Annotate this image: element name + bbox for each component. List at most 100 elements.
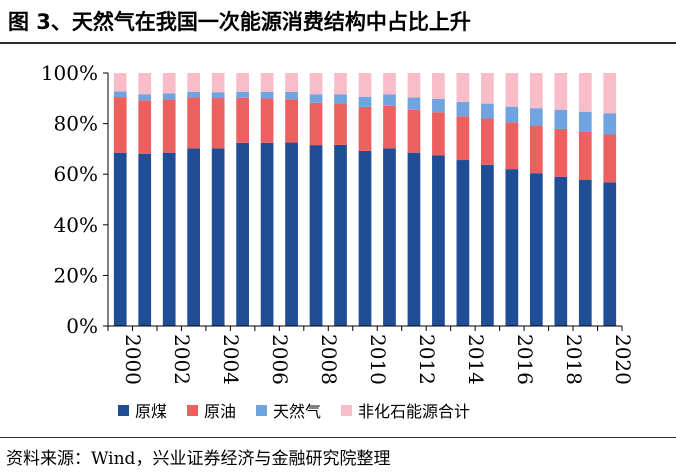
bar-segment [603, 134, 617, 183]
bar-segment [432, 98, 445, 113]
bar-segment [529, 173, 543, 326]
bar-segment [383, 148, 396, 326]
bar-segment [236, 73, 249, 92]
y-tick-label: 20% [54, 263, 98, 287]
bar-segment [334, 103, 347, 145]
bar-segment [505, 73, 519, 107]
legend-item-nonfossil: 非化石能源合计 [341, 398, 470, 422]
bar-segment [162, 99, 176, 153]
bar-segment [309, 145, 323, 326]
bar-segment [529, 125, 543, 174]
y-tick-label: 80% [54, 112, 98, 136]
bar-segment [407, 73, 421, 98]
bar-segment [211, 148, 225, 326]
bar-segment [138, 94, 152, 101]
bar-segment [309, 94, 323, 103]
x-tick-label: 2016 [513, 334, 537, 385]
bar-segment [603, 73, 617, 114]
bar-segment [358, 96, 372, 107]
bar-segment [138, 153, 152, 326]
bar-segment [285, 99, 298, 143]
bar-segment [578, 131, 592, 181]
bar-segment [211, 92, 225, 99]
bar-segment [211, 73, 225, 93]
bar-segment [187, 148, 201, 326]
y-tick-label: 100% [41, 61, 98, 85]
bar-segment [407, 152, 421, 326]
stacked-bar-chart: 0% 20% 40% 60% 80% 100% 2000 2002 2004 2006 2008 20… [41, 61, 635, 385]
bar-segment [334, 94, 347, 104]
y-tick-label: 40% [54, 213, 98, 237]
bar-segment [481, 118, 494, 165]
legend-label-gas: 天然气 [273, 402, 322, 421]
bar-segment [162, 73, 176, 94]
bar-segment [113, 73, 127, 92]
x-tick-label: 2010 [366, 334, 390, 385]
bar-segment [113, 152, 127, 326]
bar-segment [456, 160, 470, 326]
bar-segment [578, 111, 592, 132]
bar-segment [309, 73, 323, 95]
bar-segment [113, 91, 127, 98]
chart-legend: 原煤 原油 天然气 非化石能源合计 [118, 397, 490, 423]
bar-segment [285, 142, 298, 326]
legend-label-nonfossil: 非化石能源合计 [358, 402, 471, 421]
bar-segment [407, 109, 421, 153]
bar-segment [505, 106, 519, 123]
x-tick-label: 2008 [317, 334, 341, 385]
bar-segment [260, 142, 274, 326]
bar-segment [236, 97, 249, 143]
bar-segment [236, 91, 249, 98]
bar-segment [456, 73, 470, 102]
bar-segment [113, 97, 127, 153]
legend-item-gas: 天然气 [256, 398, 321, 422]
bar-segment [529, 73, 543, 109]
bar-segment [260, 91, 274, 99]
bar-segment [505, 122, 519, 170]
bar-segment [285, 73, 298, 92]
bar-segment [432, 73, 445, 99]
bar-segment [162, 152, 176, 326]
bar-segment [358, 150, 372, 326]
bar-segment [554, 109, 568, 129]
bar-segment [187, 73, 201, 92]
bar-segment [603, 113, 617, 135]
bar-segment [383, 94, 396, 106]
bar-segment [554, 128, 568, 177]
x-tick-label: 2004 [219, 334, 243, 385]
bar-segment [456, 116, 470, 161]
bar-segment [383, 73, 396, 95]
bar-segment [603, 182, 617, 326]
bar-segment [432, 112, 445, 156]
y-tick-label: 0% [66, 314, 98, 338]
bar-segment [236, 142, 249, 326]
bar-segment [407, 97, 421, 110]
bar-segment [578, 180, 592, 326]
source-rule [0, 437, 676, 438]
source-note: 资料来源：Wind，兴业证券经济与金融研究院整理 [6, 449, 391, 469]
bar-segment [554, 73, 568, 110]
bar-segment [432, 155, 445, 326]
x-tick-label: 2018 [562, 334, 586, 385]
bar-segment [554, 176, 568, 326]
legend-swatch-gas [256, 404, 268, 416]
legend-label-coal: 原煤 [135, 402, 168, 421]
bar-segment [187, 97, 201, 149]
legend-swatch-oil [187, 404, 199, 416]
x-tick-label: 2006 [268, 334, 292, 385]
bar-segment [260, 73, 274, 92]
legend-label-oil: 原油 [204, 402, 237, 421]
bar-segment [334, 73, 347, 95]
bar-segment [358, 73, 372, 97]
bar-segment [138, 73, 152, 95]
x-tick-label: 2000 [121, 334, 145, 385]
bar-segment [211, 98, 225, 149]
legend-item-oil: 原油 [187, 398, 236, 422]
bar-segment [358, 106, 372, 151]
x-tick-label: 2020 [611, 334, 635, 385]
bar-segment [481, 103, 494, 119]
bar-segment [309, 102, 323, 146]
x-tick-label: 2002 [170, 334, 194, 385]
bar-segment [481, 73, 494, 104]
bar-segment [456, 101, 470, 117]
